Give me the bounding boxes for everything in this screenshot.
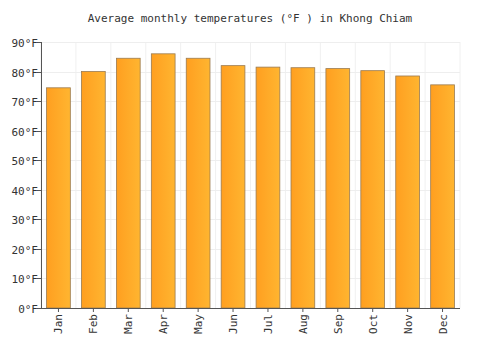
y-tick-label: 50°F [12, 155, 39, 168]
y-tick-label: 10°F [12, 273, 39, 286]
y-tick-label: 60°F [12, 126, 39, 139]
x-axis: Jan Feb Mar Apr May Jun Jul Aug Sep Oct Nov Dec [52, 308, 449, 334]
x-tick-label: Nov [402, 314, 415, 334]
grid-line-vertical [75, 42, 76, 308]
x-tick [407, 308, 408, 312]
bar [361, 71, 385, 308]
y-tick-label: 30°F [12, 214, 39, 227]
x-tick [372, 308, 373, 312]
y-tick-label: 0°F [18, 303, 38, 316]
y-axis-line [41, 42, 42, 308]
x-tick-label: Dec [437, 314, 450, 334]
grid-line-vertical [460, 42, 461, 308]
bars [47, 54, 455, 308]
grid-line-vertical [285, 42, 286, 308]
grid-line-vertical [390, 42, 391, 308]
grid-line-vertical [355, 42, 356, 308]
grid-line [41, 308, 460, 309]
grid-line-vertical [110, 42, 111, 308]
x-tick [267, 308, 268, 312]
y-tick-label: 90°F [12, 37, 39, 50]
y-tick-label: 40°F [12, 185, 39, 198]
bar [326, 69, 350, 308]
axes [41, 42, 460, 309]
bar [256, 67, 280, 308]
x-tick-label: Mar [122, 314, 135, 334]
grid [41, 42, 460, 309]
bar [151, 54, 175, 308]
y-tick-label: 20°F [12, 244, 39, 257]
y-tick-label: 80°F [12, 67, 39, 80]
x-tick-label: Feb [87, 314, 100, 334]
x-axis-line [41, 308, 460, 309]
x-tick-label: Oct [367, 314, 380, 334]
bar [116, 58, 140, 308]
bar [431, 85, 455, 308]
x-tick [163, 308, 164, 312]
x-tick [198, 308, 199, 312]
grid-line [41, 42, 460, 43]
chart-title: Average monthly temperatures (°F ) in Kh… [88, 12, 413, 25]
grid-line-vertical [145, 42, 146, 308]
grid-line-vertical [41, 42, 42, 308]
chart-container: 0°F 10°F 20°F 30°F 40°F 50°F 60°F 70°F 80°F 90°F J… [0, 0, 500, 350]
bar [82, 72, 106, 308]
chart-svg: 0°F 10°F 20°F 30°F 40°F 50°F 60°F 70°F 80°F 90°F J… [0, 0, 500, 350]
x-tick-label: Aug [297, 314, 310, 334]
x-tick [337, 308, 338, 312]
x-tick [233, 308, 234, 312]
bar [186, 58, 210, 308]
x-tick [128, 308, 129, 312]
grid-line-vertical [180, 42, 181, 308]
x-tick [302, 308, 303, 312]
x-tick-label: May [192, 314, 205, 334]
x-tick-label: Jan [52, 314, 65, 334]
y-tick-label: 70°F [12, 96, 39, 109]
x-tick-label: Sep [332, 314, 345, 334]
x-tick-label: Jul [262, 314, 275, 334]
grid-line-vertical [425, 42, 426, 308]
bar [396, 76, 420, 308]
bar [221, 66, 245, 308]
grid-line-vertical [320, 42, 321, 308]
x-tick-label: Apr [157, 314, 170, 334]
grid-line-vertical [250, 42, 251, 308]
x-tick [442, 308, 443, 312]
x-tick-label: Jun [227, 314, 240, 334]
x-tick [93, 308, 94, 312]
bar [47, 88, 71, 308]
bar [291, 68, 315, 308]
y-axis: 0°F 10°F 20°F 30°F 40°F 50°F 60°F 70°F 80°F 90°F [12, 37, 42, 316]
grid-line-vertical [215, 42, 216, 308]
x-tick [58, 308, 59, 312]
